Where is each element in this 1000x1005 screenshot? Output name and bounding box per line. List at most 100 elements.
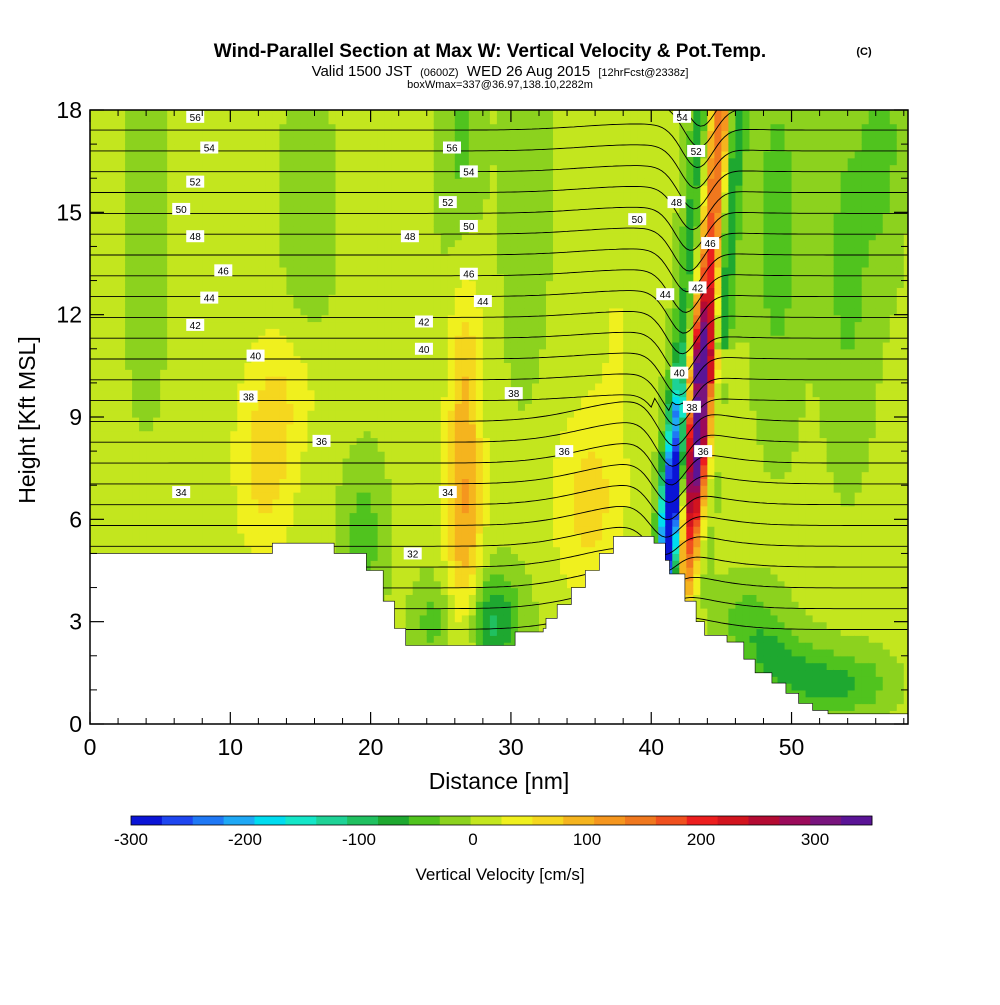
field-cell — [279, 362, 288, 370]
field-cell — [314, 191, 323, 200]
field-cell — [293, 328, 302, 336]
field-cell — [90, 301, 98, 309]
field-cell — [405, 423, 414, 432]
field-cell — [272, 301, 281, 309]
field-cell — [244, 294, 252, 302]
field-cell — [377, 191, 386, 200]
field-cell — [153, 341, 161, 350]
field-cell — [132, 512, 140, 520]
field-cell — [160, 546, 168, 555]
field-cell — [139, 437, 147, 445]
field-cell — [153, 232, 161, 241]
field-cell — [139, 171, 147, 179]
field-cell — [160, 532, 168, 541]
field-cell — [321, 328, 330, 336]
field-cell — [335, 191, 344, 200]
field-cell — [461, 287, 470, 295]
field-cell — [167, 410, 175, 418]
field-cell — [118, 498, 126, 507]
field-cell — [90, 526, 98, 534]
field-cell — [174, 471, 182, 479]
field-cell — [454, 341, 463, 350]
field-cell — [447, 219, 456, 227]
field-cell — [405, 219, 414, 227]
field-cell — [111, 164, 119, 172]
field-cell — [293, 185, 302, 193]
field-cell — [363, 157, 372, 166]
field-cell — [251, 191, 259, 200]
field-cell — [356, 212, 365, 220]
field-cell — [370, 485, 379, 493]
field-cell — [286, 185, 295, 193]
field-cell — [447, 560, 456, 568]
field-cell — [90, 150, 98, 159]
field-cell — [419, 601, 428, 609]
field-cell — [90, 116, 98, 125]
field-cell — [286, 451, 295, 459]
field-cell — [384, 573, 393, 582]
field-cell — [377, 369, 386, 377]
field-cell — [447, 123, 456, 132]
field-cell — [195, 341, 203, 350]
field-cell — [412, 171, 421, 179]
field-cell — [468, 526, 477, 534]
field-cell — [412, 594, 421, 602]
field-cell — [111, 321, 119, 329]
field-cell — [188, 314, 196, 323]
field-cell — [181, 341, 189, 350]
field-cell — [356, 328, 365, 336]
field-cell — [419, 498, 428, 507]
field-cell — [356, 410, 365, 418]
field-cell — [440, 444, 449, 452]
field-cell — [328, 423, 337, 432]
field-cell — [139, 123, 147, 132]
field-cell — [412, 219, 421, 227]
field-cell — [279, 348, 288, 357]
field-cell — [419, 294, 428, 302]
field-cell — [405, 444, 414, 452]
field-cell — [146, 321, 154, 329]
field-cell — [384, 451, 393, 459]
field-cell — [405, 410, 414, 418]
field-cell — [265, 423, 274, 432]
field-cell — [328, 430, 337, 439]
field-cell — [349, 232, 358, 241]
field-cell — [181, 457, 189, 466]
field-cell — [328, 526, 337, 534]
field-cell — [468, 239, 477, 248]
field-cell — [97, 389, 105, 398]
field-cell — [237, 294, 245, 302]
field-cell — [195, 505, 203, 514]
field-cell — [419, 567, 428, 575]
field-cell — [237, 123, 245, 132]
field-cell — [377, 389, 386, 398]
field-cell — [321, 185, 330, 193]
field-cell — [244, 321, 252, 329]
field-cell — [202, 205, 210, 213]
field-cell — [104, 116, 112, 125]
field-cell — [328, 307, 337, 316]
field-cell — [111, 307, 119, 316]
field-cell — [454, 601, 463, 609]
field-cell — [377, 430, 386, 439]
field-cell — [293, 444, 302, 452]
field-cell — [118, 485, 126, 493]
field-cell — [328, 157, 337, 166]
field-cell — [349, 505, 358, 514]
field-cell — [188, 171, 196, 179]
field-cell — [244, 457, 252, 466]
field-cell — [370, 430, 379, 439]
field-cell — [244, 307, 252, 316]
field-cell — [335, 225, 344, 234]
field-cell — [419, 150, 428, 159]
field-cell — [398, 178, 407, 186]
field-cell — [363, 123, 372, 132]
field-cell — [216, 171, 224, 179]
field-cell — [335, 164, 344, 172]
field-cell — [384, 423, 393, 432]
field-cell — [377, 505, 386, 514]
field-cell — [391, 457, 400, 466]
field-cell — [300, 348, 309, 357]
field-cell — [328, 362, 337, 370]
field-cell — [300, 273, 309, 282]
